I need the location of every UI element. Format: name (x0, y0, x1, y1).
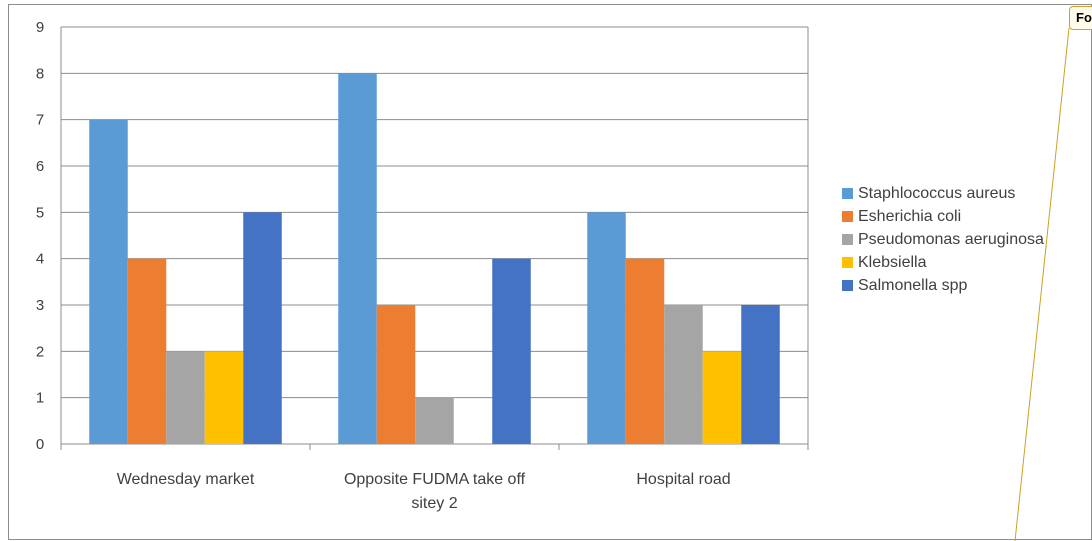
legend-item: Salmonella spp (842, 274, 1044, 297)
x-category-label: Wednesday market (117, 471, 255, 488)
x-category-label: Hospital road (636, 471, 730, 488)
bar (664, 305, 703, 444)
y-tick-label: 7 (36, 112, 44, 129)
legend-item: Pseudomonas aeruginosa (842, 228, 1044, 251)
x-category-label: sitey 2 (411, 495, 457, 512)
bar (338, 73, 377, 444)
y-tick-label: 1 (36, 390, 44, 407)
comment-tag[interactable]: Fo (1069, 6, 1092, 30)
legend-item: Esherichia coli (842, 205, 1044, 228)
legend-swatch (842, 280, 853, 291)
legend-label: Klebsiella (858, 253, 927, 271)
bar (741, 305, 780, 444)
y-tick-label: 5 (36, 204, 44, 221)
x-category-label: Opposite FUDMA take off (344, 471, 526, 488)
y-tick-label: 0 (36, 436, 44, 453)
bar (702, 351, 742, 444)
legend-item: Staphlococcus aureus (842, 182, 1044, 205)
y-tick-label: 9 (36, 19, 44, 36)
y-tick-label: 4 (36, 251, 44, 268)
legend-swatch (842, 211, 853, 222)
bar (415, 397, 454, 444)
legend-label: Esherichia coli (858, 207, 962, 225)
y-tick-label: 6 (36, 158, 44, 175)
bar (492, 258, 531, 444)
legend-swatch (842, 188, 853, 199)
legend: Staphlococcus aureus Esherichia coli Pseud… (842, 182, 1044, 297)
y-tick-label: 2 (36, 343, 44, 360)
legend-label: Salmonella spp (858, 276, 968, 294)
legend-label: Staphlococcus aureus (858, 184, 1016, 202)
bar (376, 305, 416, 444)
bar (204, 351, 244, 444)
bar (89, 119, 128, 445)
bar (166, 351, 205, 444)
chart-frame (8, 4, 1092, 540)
comment-leader-line (1014, 27, 1070, 541)
y-tick-label: 8 (36, 65, 44, 82)
legend-item: Klebsiella (842, 251, 1044, 274)
bar (587, 212, 626, 444)
legend-swatch (842, 257, 853, 268)
bar (127, 258, 167, 444)
bar (625, 258, 665, 444)
legend-label: Pseudomonas aeruginosa (858, 230, 1044, 248)
bar (243, 212, 282, 444)
y-tick-label: 3 (36, 297, 44, 314)
legend-swatch (842, 234, 853, 245)
